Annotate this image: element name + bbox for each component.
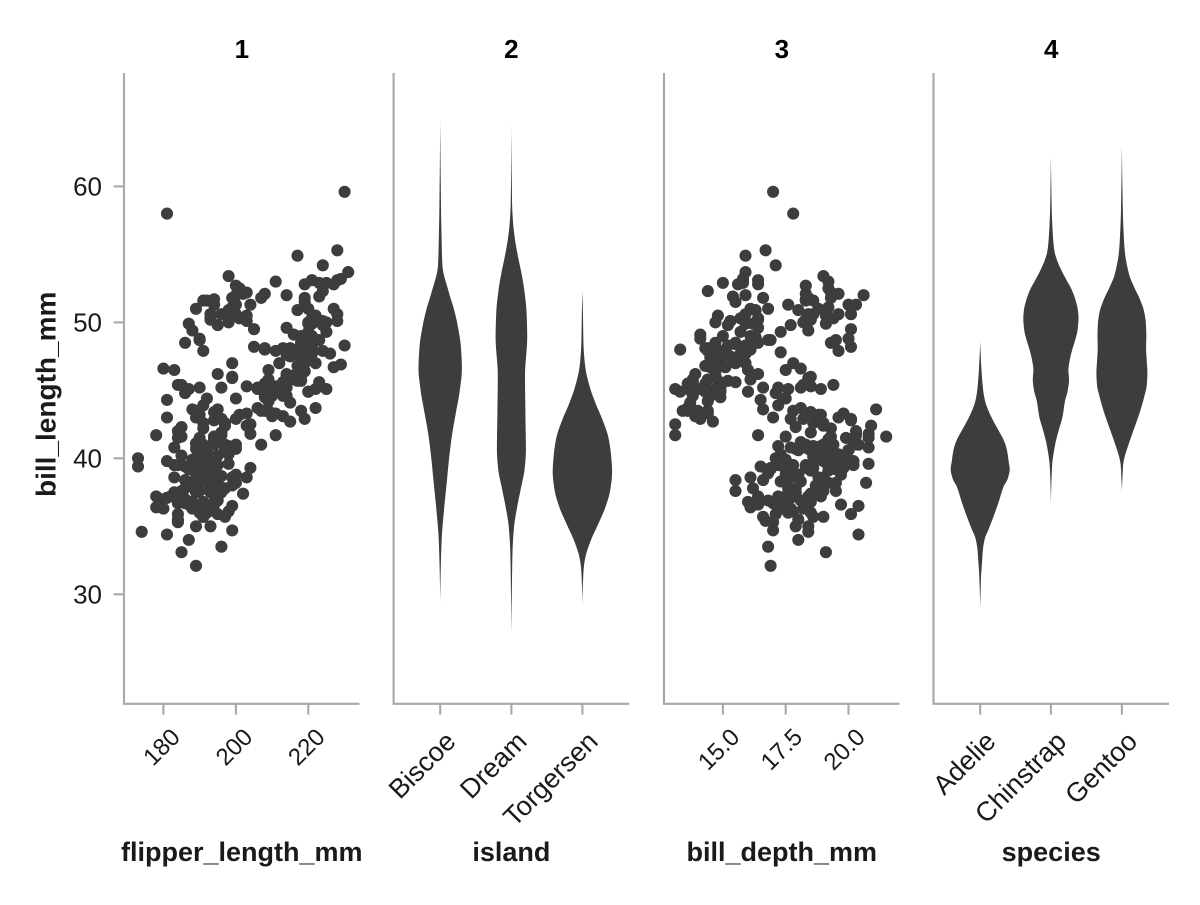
svg-text:bill_depth_mm: bill_depth_mm [687,837,878,867]
svg-text:3: 3 [775,34,789,64]
svg-text:2: 2 [504,34,518,64]
svg-text:50: 50 [73,307,102,337]
svg-text:1: 1 [235,34,249,64]
svg-text:40: 40 [73,443,102,473]
svg-text:species: species [1002,837,1101,867]
svg-text:island: island [472,837,550,867]
svg-text:flipper_length_mm: flipper_length_mm [121,837,363,867]
svg-text:bill_length_mm: bill_length_mm [31,292,62,497]
svg-text:4: 4 [1044,34,1059,64]
svg-text:60: 60 [73,171,102,201]
svg-text:30: 30 [73,579,102,609]
